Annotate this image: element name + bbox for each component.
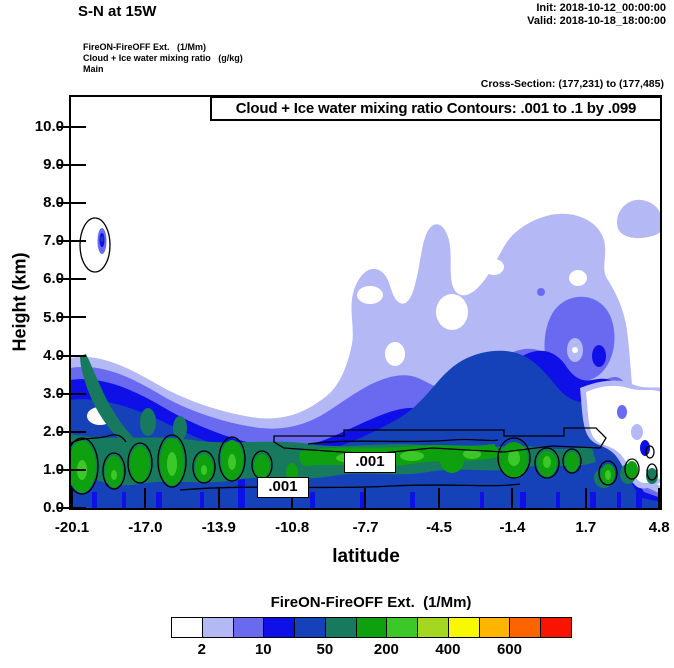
colorbar-cell — [509, 618, 541, 637]
colorbar-tick-label: 600 — [496, 641, 522, 658]
run-description: FireON-FireOFF Ext. (1/Mm) Cloud + Ice w… — [83, 42, 243, 74]
colorbar-tick-label: 400 — [435, 641, 461, 658]
cross-section-plot — [58, 95, 662, 510]
colorbar — [171, 617, 572, 638]
y-tick-label: 9.0 — [43, 156, 64, 174]
y-tick-label: 5.0 — [43, 308, 64, 326]
contour-value-label: .001 — [344, 452, 396, 473]
y-tick-label: 6.0 — [43, 270, 64, 288]
cloud-lens — [79, 217, 111, 273]
colorbar-cell — [447, 618, 479, 637]
colorbar-cell — [540, 618, 571, 637]
y-tick-label: 3.0 — [43, 384, 64, 402]
colorbar-title: FireON-FireOFF Ext. (1/Mm) — [270, 594, 472, 611]
colorbar-tick-label: 200 — [373, 641, 399, 658]
y-tick-label: 1.0 — [43, 460, 64, 478]
y-tick-label: 7.0 — [43, 232, 64, 250]
init-timestamp: Init: 2018-10-12_00:00:00 — [536, 2, 666, 14]
x-tick-label: -1.4 — [499, 519, 526, 536]
y-axis-title: Height (km) — [9, 252, 30, 352]
colorbar-cell — [324, 618, 356, 637]
shaded-fill-layers — [70, 96, 661, 509]
colorbar-cell — [417, 618, 448, 637]
x-tick-label: -7.7 — [352, 519, 379, 536]
plot-inner-title: Cloud + Ice water mixing ratio Contours:… — [210, 96, 662, 121]
contour-value-label: .001 — [257, 477, 309, 498]
x-tick-label: 4.8 — [648, 519, 670, 536]
valid-timestamp: Valid: 2018-10-18_18:00:00 — [527, 15, 666, 27]
colorbar-cell — [478, 618, 510, 637]
colorbar-cell — [201, 618, 233, 637]
y-tick-label: 8.0 — [43, 194, 64, 212]
y-tick-label: 2.0 — [43, 422, 64, 440]
x-tick-label: -10.8 — [275, 519, 310, 536]
page-title: S-N at 15W — [78, 3, 157, 20]
colorbar-tick-label: 50 — [316, 641, 334, 658]
cross-section-coords: Cross-Section: (177,231) to (177,485) — [480, 78, 664, 90]
colorbar-tick-label: 10 — [254, 641, 272, 658]
colorbar-cell — [263, 618, 295, 637]
x-axis-title: latitude — [332, 546, 400, 567]
y-tick-label: 10.0 — [34, 118, 64, 135]
x-tick-label: -17.0 — [128, 519, 163, 536]
x-tick-label: -13.9 — [201, 519, 236, 536]
y-tick-label: 4.0 — [43, 346, 64, 364]
x-tick-label: -4.5 — [426, 519, 452, 536]
colorbar-cell — [172, 618, 202, 637]
y-tick-label: 0.0 — [43, 499, 64, 516]
y-axis-ticks — [58, 126, 86, 509]
colorbar-cell — [386, 618, 418, 637]
colorbar-tick-label: 2 — [197, 641, 206, 658]
x-tick-label: -20.1 — [54, 519, 90, 536]
colorbar-cell — [232, 618, 264, 637]
cloud-contour-lines — [70, 427, 658, 495]
x-tick-label: 1.7 — [575, 519, 597, 536]
colorbar-cell — [355, 618, 387, 637]
colorbar-cell — [294, 618, 325, 637]
